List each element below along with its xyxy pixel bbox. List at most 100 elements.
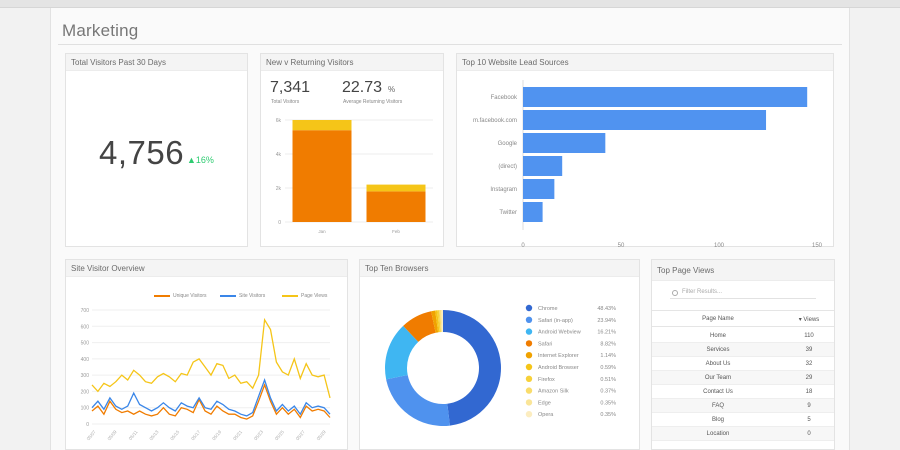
donut-slice bbox=[385, 325, 419, 380]
x-tick-label: 05/13 bbox=[148, 429, 159, 441]
new-returning-card: New v Returning Visitors 7,341 Total Vis… bbox=[260, 53, 444, 247]
legend-value: 0.35% bbox=[600, 412, 616, 418]
lead-sources-chart: 0 50 100 150 Facebook m.facebook.com Google (di… bbox=[473, 80, 823, 247]
bar bbox=[523, 133, 606, 153]
views-cell: 5 bbox=[807, 417, 811, 423]
donut-slice bbox=[386, 375, 450, 426]
x-tick-label: 50 bbox=[618, 243, 625, 247]
legend-label: Android Browser bbox=[538, 365, 579, 371]
x-tick-label: 05/15 bbox=[169, 429, 180, 441]
table-row[interactable]: Location 0 bbox=[652, 427, 834, 441]
views-cell: 39 bbox=[805, 347, 813, 353]
returning-label: Average Returning Visitors bbox=[343, 99, 403, 105]
legend-value: 1.14% bbox=[600, 353, 616, 359]
total-visitors-kpi: 7,341 bbox=[270, 79, 311, 96]
x-tick-label: 0 bbox=[521, 243, 525, 247]
x-tick-label: 05/25 bbox=[274, 429, 285, 441]
views-header[interactable]: ▾ Views bbox=[784, 316, 834, 323]
legend-dot bbox=[525, 328, 533, 335]
legend-dot bbox=[525, 375, 533, 382]
y-tick-label: 500 bbox=[81, 341, 90, 347]
legend-value: 23.94% bbox=[597, 318, 616, 324]
y-tick-label: m.facebook.com bbox=[473, 118, 517, 124]
legend-value: 16.21% bbox=[597, 330, 616, 336]
y-tick-label: Google bbox=[498, 141, 518, 147]
x-tick-label: 05/27 bbox=[295, 429, 306, 441]
browsers-donut-chart: Chrome 48.43% Safari (in-app) 23.94% Android… bbox=[385, 304, 616, 426]
title-divider bbox=[58, 44, 842, 45]
page-name-cell: Contact Us bbox=[703, 389, 733, 395]
total-visitors-label: Total Visitors bbox=[271, 99, 300, 105]
legend-value: 8.82% bbox=[600, 341, 616, 347]
y-tick-label: 6k bbox=[276, 118, 282, 124]
views-cell: 29 bbox=[805, 375, 813, 381]
page-name-cell: Blog bbox=[711, 417, 724, 423]
bar-segment bbox=[292, 120, 352, 131]
x-tick-label: 05/23 bbox=[253, 429, 264, 441]
table-row[interactable]: Services 39 bbox=[652, 343, 834, 357]
legend-dot bbox=[525, 363, 533, 371]
page-name-cell: About Us bbox=[705, 361, 731, 367]
table-row[interactable]: FAQ 9 bbox=[652, 399, 834, 413]
views-cell: 32 bbox=[805, 361, 813, 367]
search-icon bbox=[672, 290, 678, 296]
table-row[interactable]: Home 110 bbox=[652, 329, 834, 343]
y-tick-label: 2k bbox=[276, 186, 282, 192]
bar bbox=[523, 156, 563, 176]
y-tick-label: 0 bbox=[278, 220, 281, 226]
total-visitors-card: Total Visitors Past 30 Days 4,756 ▲16% bbox=[65, 53, 248, 247]
table-row[interactable]: Our Team 29 bbox=[652, 371, 834, 385]
views-cell: 110 bbox=[804, 333, 814, 339]
total-visitors-value: 4,756 bbox=[99, 134, 185, 171]
bar bbox=[523, 202, 543, 222]
lead-sources-card: Top 10 Website Lead Sources 0 50 100 150 Fac… bbox=[456, 53, 834, 247]
series-line bbox=[91, 317, 331, 399]
y-tick-label: Twitter bbox=[499, 210, 517, 216]
page-name-header[interactable]: Page Name bbox=[702, 316, 734, 322]
legend-swatch bbox=[282, 295, 298, 297]
y-tick-label: 0 bbox=[86, 422, 89, 428]
y-tick-label: 100 bbox=[81, 406, 90, 412]
x-tick-label: 05/07 bbox=[86, 429, 97, 441]
legend-label: Android Webview bbox=[538, 330, 581, 336]
page-name-cell: Our Team bbox=[704, 375, 732, 381]
legend-item[interactable]: Page Views bbox=[301, 293, 328, 299]
card-title: Site Visitor Overview bbox=[66, 260, 347, 277]
x-tick-label: 150 bbox=[812, 243, 823, 247]
page-name-cell: FAQ bbox=[711, 403, 724, 409]
legend-value: 48.43% bbox=[597, 306, 616, 312]
table-header: Page Name ▾ Views bbox=[652, 310, 834, 327]
x-tick-label: 05/29 bbox=[316, 429, 327, 441]
filter-input[interactable]: Filter Results... bbox=[670, 287, 816, 299]
legend-value: 0.51% bbox=[600, 377, 616, 383]
site-overview-chart: 0 100 200 300 400 500 600 700 05/07 05/09 05/11 05/… bbox=[81, 308, 331, 441]
legend-label: Amazon Silk bbox=[538, 389, 569, 395]
table-row[interactable]: About Us 32 bbox=[652, 357, 834, 371]
x-tick-label: 05/21 bbox=[232, 429, 243, 441]
bar bbox=[523, 110, 767, 130]
legend-label: Internet Explorer bbox=[538, 353, 579, 359]
card-title: New v Returning Visitors bbox=[261, 54, 443, 71]
legend-dot bbox=[525, 304, 533, 312]
legend-dot bbox=[525, 387, 533, 394]
table-row[interactable]: Contact Us 18 bbox=[652, 385, 834, 399]
legend-dot bbox=[525, 352, 533, 359]
legend-item[interactable]: Site Visitors bbox=[239, 293, 266, 299]
donut-slice bbox=[437, 310, 441, 333]
delta-value: 16% bbox=[195, 155, 214, 165]
views-header-label: Views bbox=[803, 317, 820, 323]
legend-label: Edge bbox=[538, 400, 551, 406]
legend-swatch bbox=[154, 295, 170, 297]
legend-value: 0.37% bbox=[600, 389, 616, 395]
y-tick-label: 4k bbox=[276, 152, 282, 158]
legend-swatch bbox=[220, 295, 236, 297]
legend-label: Safari (in-app) bbox=[538, 318, 573, 324]
y-tick-label: Facebook bbox=[491, 95, 518, 101]
table-row[interactable]: Blog 5 bbox=[652, 413, 834, 427]
bar-segment bbox=[292, 130, 352, 222]
y-tick-label: 400 bbox=[81, 357, 90, 363]
legend-item[interactable]: Unique Visitors bbox=[173, 293, 207, 299]
series-line bbox=[91, 378, 331, 417]
site-overview-card: Site Visitor Overview Unique Visitors Sit… bbox=[65, 259, 348, 450]
trend-up-icon: ▲ bbox=[187, 155, 196, 165]
